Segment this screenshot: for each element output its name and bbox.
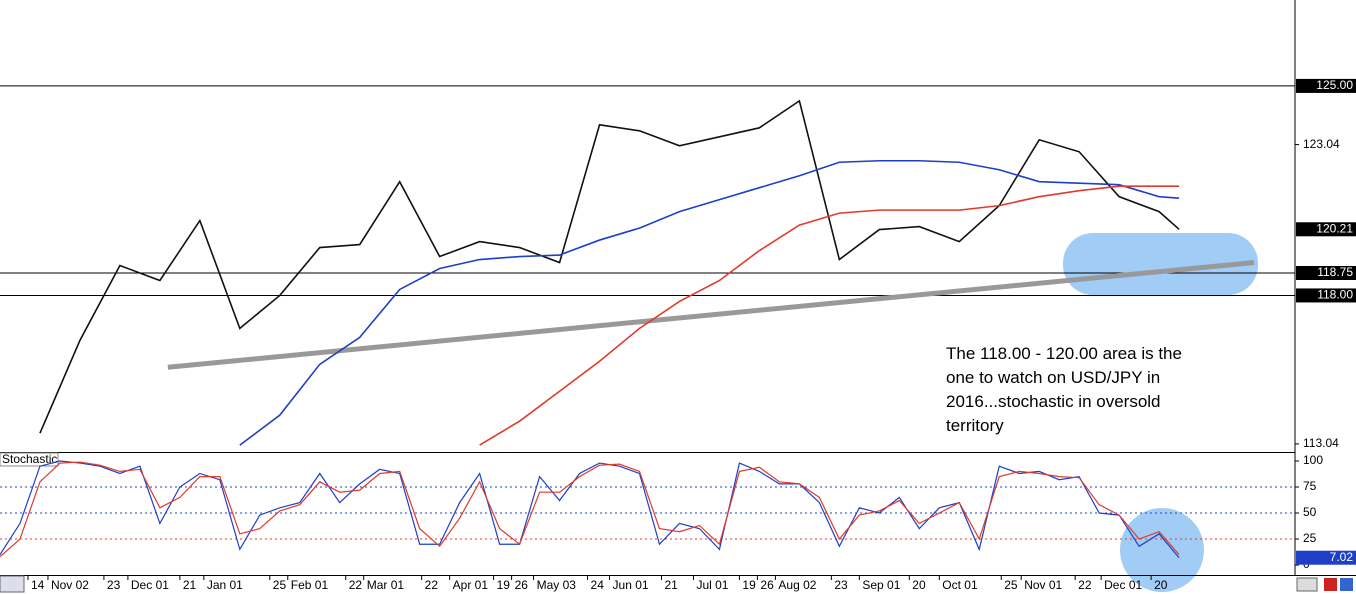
x-tick-label: May 03 (537, 578, 577, 592)
x-tick-label: 20 (912, 578, 926, 592)
x-tick-label: 25 (273, 578, 287, 592)
level-label: 125.00 (1316, 78, 1353, 92)
x-tick-label: 23 (107, 578, 121, 592)
series-line (239, 159, 1180, 446)
level-label: 118.75 (1317, 265, 1353, 279)
x-tick-label: Nov 02 (51, 578, 89, 592)
y-tick-label: 75 (1303, 479, 1317, 493)
x-tick-label: 19 (497, 578, 511, 592)
y-tick-label: 123.04 (1303, 137, 1340, 151)
series-line (479, 185, 1180, 446)
x-tick-label: 19 (742, 578, 756, 592)
x-tick-label: 20 (1154, 578, 1168, 592)
level-box (1296, 265, 1356, 280)
y-tick-label: 113.04 (1303, 436, 1339, 450)
annotation: The 118.00 - 120.00 area is the one to w… (946, 344, 1182, 435)
toolbar-button[interactable] (1296, 577, 1318, 592)
x-tick-label: Jun 01 (613, 578, 649, 592)
indicator-label-box (0, 452, 59, 467)
x-tick-label: Oct 01 (942, 578, 978, 592)
x-tick-label: Apr 01 (453, 578, 489, 592)
series-line (39, 99, 1180, 434)
current-value-box (1296, 222, 1356, 237)
level-label: 118.00 (1317, 288, 1353, 302)
x-tick-label: 22 (349, 578, 363, 592)
x-tick-label: Jan 01 (207, 578, 243, 592)
x-tick-label: 26 (760, 578, 774, 592)
level-box (1296, 288, 1356, 303)
trendline (167, 260, 1255, 370)
y-tick-label: 100 (1303, 453, 1323, 467)
x-tick-label: 21 (664, 578, 678, 592)
x-tick-label: Nov 01 (1024, 578, 1062, 592)
current-value-label: 7.02 (1330, 550, 1354, 564)
toolbar-button[interactable] (1340, 578, 1353, 591)
scroll-button[interactable] (0, 575, 25, 593)
x-tick-label: 14 (31, 578, 45, 592)
x-tick-label: Dec 01 (1104, 578, 1142, 592)
x-tick-label: Feb 01 (291, 578, 329, 592)
x-tick-label: Sep 01 (862, 578, 900, 592)
series-line (0, 461, 1180, 558)
toolbar-button[interactable] (1324, 578, 1337, 591)
current-value-label: 120.21 (1316, 221, 1353, 235)
x-tick-label: Jul 01 (696, 578, 728, 592)
x-tick-label: 25 (1004, 578, 1018, 592)
highlight-zone (1063, 233, 1258, 295)
x-tick-label: Mar 01 (367, 578, 405, 592)
x-tick-label: 24 (591, 578, 605, 592)
series-line (0, 460, 1180, 559)
x-tick-label: 22 (1078, 578, 1092, 592)
y-tick-label: 50 (1303, 505, 1317, 519)
x-tick-label: 22 (425, 578, 439, 592)
y-tick-label: 25 (1303, 531, 1317, 545)
x-tick-label: Aug 02 (778, 578, 816, 592)
current-value-box (1296, 550, 1356, 565)
x-tick-label: 26 (515, 578, 529, 592)
level-box (1296, 78, 1356, 93)
indicator-title: Stochastic (2, 452, 57, 466)
x-tick-label: 21 (183, 578, 197, 592)
highlight-circle (1120, 508, 1204, 592)
x-tick-label: Dec 01 (131, 578, 169, 592)
x-tick-label: 23 (834, 578, 848, 592)
